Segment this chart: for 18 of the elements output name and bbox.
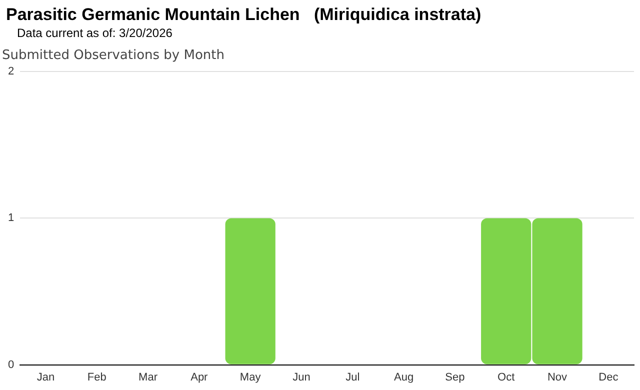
x-tick-label: Mar [138,371,158,384]
x-tick-label: May [240,371,262,384]
y-tick-label: 1 [8,212,14,224]
x-tick-label: Feb [87,371,106,384]
chart-subtitle: Data current as of: 3/20/2026 [17,26,172,40]
x-tick-label: Jul [346,371,360,384]
x-tick-label: Nov [547,371,568,384]
x-tick-label: Aug [394,371,414,384]
x-tick-label: Apr [190,371,208,384]
y-tick-label: 2 [8,66,14,78]
chart-title: Parasitic Germanic Mountain Lichen (Miriquidica instrata) [6,5,482,25]
x-tick-label: Oct [498,371,515,384]
x-tick-label: Jun [292,371,310,384]
x-tick-label: Dec [598,371,619,384]
x-tick-label: Sep [445,371,465,384]
y-tick-label: 0 [8,358,14,371]
x-tick-label: Jan [36,371,55,384]
text: Submitted Observations by Month [2,48,224,64]
